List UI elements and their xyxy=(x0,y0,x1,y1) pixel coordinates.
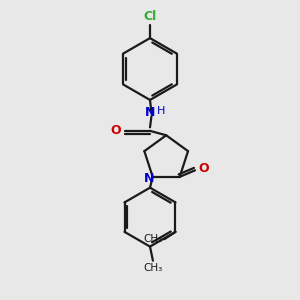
Text: CH₃: CH₃ xyxy=(143,234,162,244)
Text: CH₃: CH₃ xyxy=(143,263,163,273)
Text: Cl: Cl xyxy=(143,10,157,22)
Text: N: N xyxy=(144,172,154,185)
Text: O: O xyxy=(111,124,122,137)
Text: N: N xyxy=(145,106,155,119)
Text: O: O xyxy=(198,162,208,176)
Text: H: H xyxy=(157,106,165,116)
